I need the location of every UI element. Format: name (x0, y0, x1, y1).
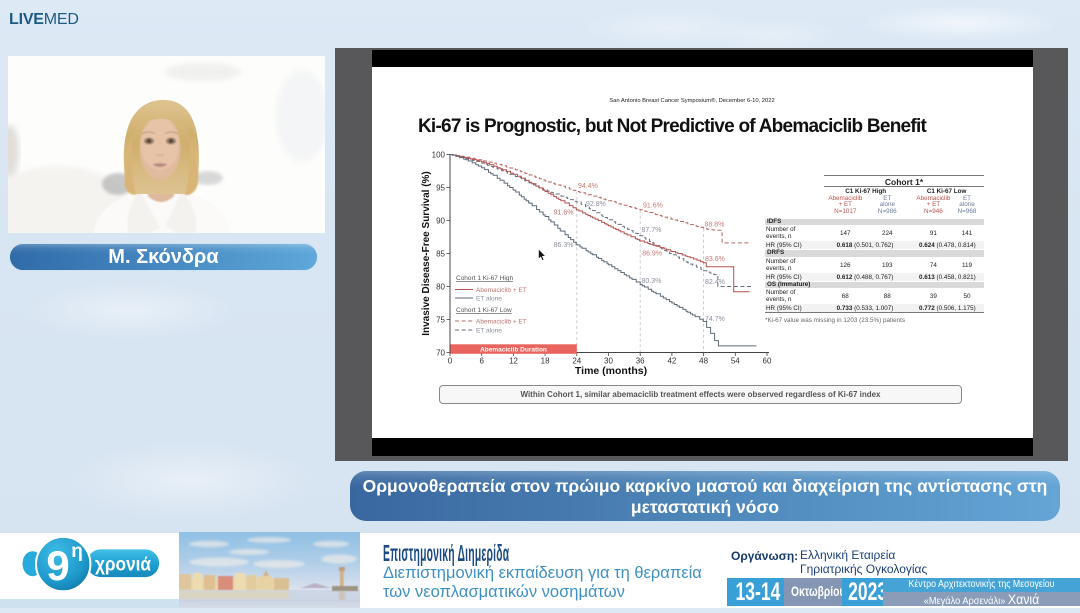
svg-text:85: 85 (436, 250, 445, 259)
svg-text:ET alone: ET alone (476, 328, 502, 335)
svg-text:70: 70 (436, 349, 445, 358)
svg-text:92.8%: 92.8% (586, 201, 606, 208)
svg-text:42: 42 (667, 357, 676, 366)
svg-text:75: 75 (436, 316, 445, 325)
svg-text:80: 80 (436, 283, 445, 292)
svg-text:0: 0 (448, 357, 453, 366)
svg-text:91.6%: 91.6% (643, 203, 663, 210)
svg-text:η: η (71, 541, 83, 562)
svg-text:12: 12 (509, 357, 518, 366)
svg-text:87.7%: 87.7% (642, 227, 662, 234)
svg-text:54: 54 (731, 357, 740, 366)
svg-text:90: 90 (436, 217, 445, 226)
svg-text:88.8%: 88.8% (705, 222, 725, 229)
svg-text:Cohort 1 Ki-67 High: Cohort 1 Ki-67 High (456, 275, 513, 282)
svg-text:82.4%: 82.4% (705, 279, 725, 286)
svg-text:86.3%: 86.3% (554, 242, 574, 249)
svg-text:24: 24 (572, 357, 581, 366)
svg-text:60: 60 (763, 357, 772, 366)
svg-text:Cohort 1 Ki-67 Low: Cohort 1 Ki-67 Low (456, 307, 512, 314)
svg-text:30: 30 (604, 357, 613, 366)
svg-text:91.6%: 91.6% (554, 210, 574, 217)
svg-text:ET alone: ET alone (476, 296, 502, 303)
svg-text:Abemaciclib + ET: Abemaciclib + ET (476, 287, 527, 294)
svg-text:83.6%: 83.6% (705, 256, 725, 263)
svg-text:18: 18 (541, 357, 550, 366)
svg-text:Invasive Disease-Free Survival: Invasive Disease-Free Survival (%) (421, 171, 432, 336)
svg-text:Abemaciclib Duration: Abemaciclib Duration (480, 346, 547, 353)
svg-text:48: 48 (699, 357, 708, 366)
svg-text:86.9%: 86.9% (642, 251, 662, 258)
svg-text:100: 100 (432, 151, 446, 160)
svg-text:Time (months): Time (months) (575, 365, 647, 377)
svg-text:Abemaciclib + ET: Abemaciclib + ET (476, 319, 527, 326)
svg-text:94.4%: 94.4% (578, 183, 598, 190)
svg-text:74.7%: 74.7% (705, 316, 725, 323)
svg-text:80.3%: 80.3% (642, 278, 662, 285)
svg-text:95: 95 (436, 184, 445, 193)
svg-text:9: 9 (46, 542, 69, 589)
svg-text:36: 36 (636, 357, 645, 366)
svg-text:6: 6 (479, 357, 484, 366)
svg-text:χρονιά: χρονιά (95, 555, 151, 576)
